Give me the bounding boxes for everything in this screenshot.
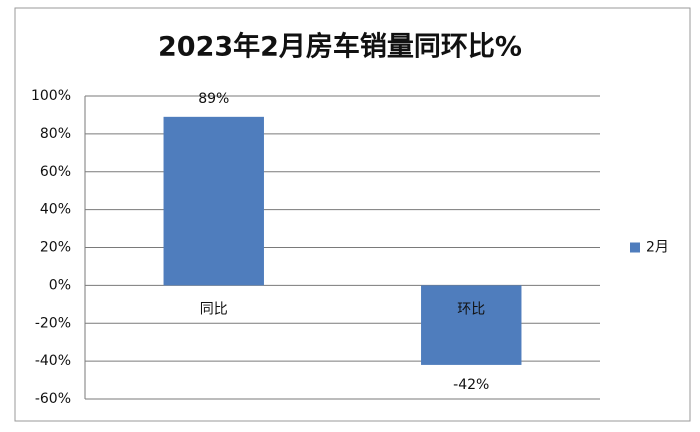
chart-border xyxy=(14,7,691,422)
y-tick-label: 80% xyxy=(40,126,71,142)
y-tick-label: -60% xyxy=(35,391,71,407)
y-tick-label: 20% xyxy=(40,240,71,256)
bar xyxy=(421,285,522,365)
value-label: -42% xyxy=(453,377,489,393)
legend-label: 2月 xyxy=(646,240,669,256)
x-tick-label: 环比 xyxy=(457,301,485,317)
legend-swatch xyxy=(630,242,640,253)
y-tick-label: 100% xyxy=(31,88,71,104)
y-tick-label: -20% xyxy=(35,315,71,331)
y-tick-label: 60% xyxy=(40,164,71,180)
chart-title: 2023年2月房车销量同环比% xyxy=(158,31,522,63)
value-label: 89% xyxy=(198,91,229,107)
y-tick-label: 0% xyxy=(49,277,71,293)
bar xyxy=(163,116,264,286)
x-tick-label: 同比 xyxy=(200,301,228,317)
y-tick-label: -40% xyxy=(35,353,71,369)
y-tick-label: 40% xyxy=(40,202,71,218)
